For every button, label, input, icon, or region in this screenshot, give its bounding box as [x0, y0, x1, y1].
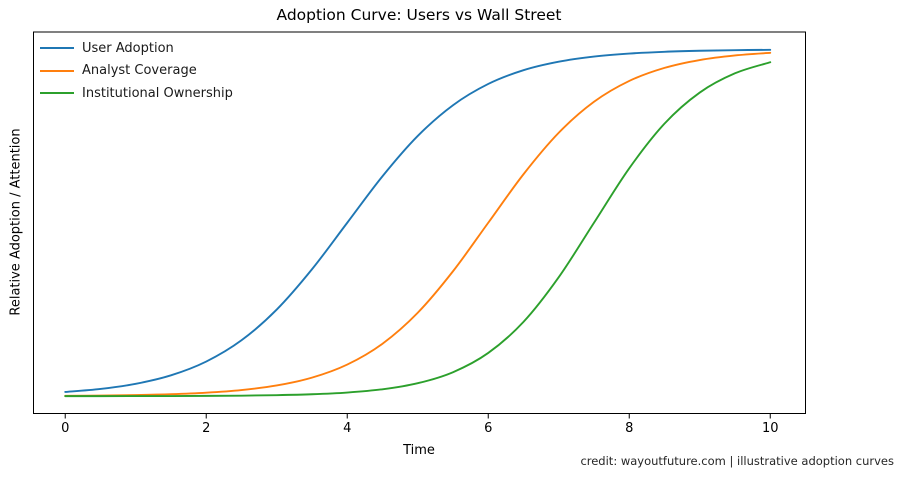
plot-border — [33, 31, 806, 414]
series-curve-2 — [64, 61, 772, 398]
legend-item: Analyst Coverage — [40, 60, 233, 83]
x-tick-label: 4 — [343, 421, 352, 436]
legend-label: Analyst Coverage — [82, 63, 197, 79]
legend: User Adoption Analyst Coverage Institution… — [40, 37, 233, 105]
legend-item: Institutional Ownership — [40, 82, 233, 105]
credit-text: credit: wayoutfuture.com | illustrative … — [580, 454, 894, 468]
x-tick-label: 2 — [202, 421, 211, 436]
legend-swatch — [40, 69, 74, 72]
x-tick-label: 0 — [61, 421, 70, 436]
x-tick-label: 10 — [761, 421, 779, 436]
chart-title: Adoption Curve: Users vs Wall Street — [276, 6, 562, 24]
legend-label: User Adoption — [82, 40, 174, 56]
x-tick-label: 6 — [484, 421, 493, 436]
series-curve-1 — [64, 51, 772, 397]
legend-item: User Adoption — [40, 37, 233, 60]
y-axis-label: Relative Adoption / Attention — [8, 128, 24, 316]
x-axis-label: Time — [403, 443, 435, 458]
legend-swatch — [40, 92, 74, 95]
legend-swatch — [40, 47, 74, 50]
legend-label: Institutional Ownership — [82, 85, 233, 101]
x-tick-label: 8 — [625, 421, 634, 436]
series-curve-0 — [64, 48, 772, 393]
